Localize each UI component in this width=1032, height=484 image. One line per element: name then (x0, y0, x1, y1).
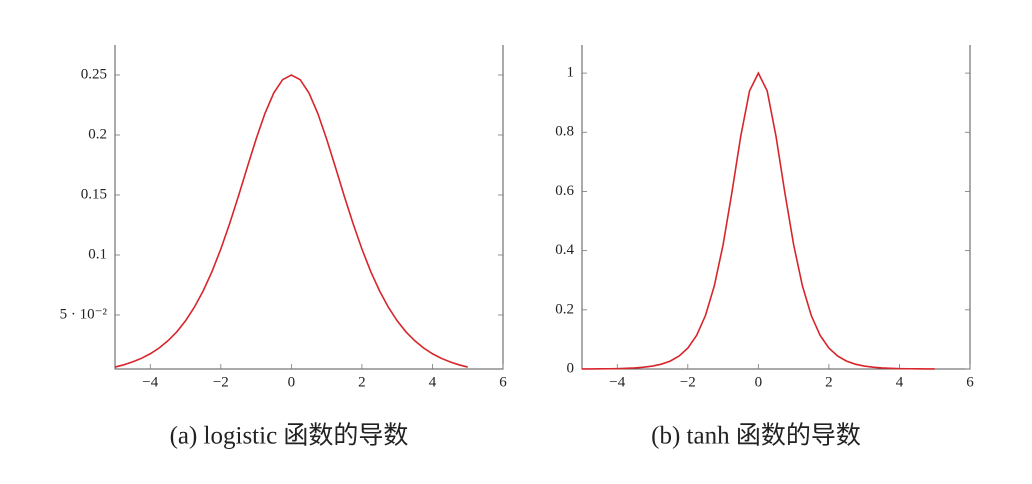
x-tick-label: 6 (499, 374, 507, 390)
x-tick-label: 0 (755, 374, 763, 390)
subplot: 0 0.2 0.4 0.6 0.8 1 −4 −2 0 2 4 6 (b) tanh 函数的导数 (555, 45, 974, 450)
y-tick-label: 0.6 (555, 183, 574, 199)
x-tick-label: 0 (288, 374, 296, 390)
y-tick-label: 0.2 (88, 126, 107, 142)
x-tick-label: 2 (358, 374, 366, 390)
y-tick-label: 0 (567, 360, 575, 376)
x-tick-label: −2 (213, 374, 229, 390)
caption: (a) logistic 函数的导数 (170, 422, 409, 450)
y-tick-label: 1 (567, 65, 575, 81)
x-tick-label: 6 (966, 374, 974, 390)
x-tick-label: 4 (429, 374, 437, 390)
caption: (b) tanh 函数的导数 (651, 422, 861, 450)
axis-frame (581, 45, 971, 370)
curve (114, 74, 468, 368)
curve (581, 71, 935, 370)
x-tick-label: −4 (609, 374, 625, 390)
y-tick-label: 0.25 (81, 66, 107, 82)
y-tick-label: 0.2 (555, 301, 574, 317)
x-tick-label: 2 (825, 374, 833, 390)
y-tick-label: 5 · 10⁻² (60, 306, 108, 322)
y-tick-label: 0.8 (555, 124, 574, 140)
x-tick-label: 4 (896, 374, 904, 390)
x-tick-label: −4 (142, 374, 158, 390)
y-tick-label: 0.15 (81, 186, 107, 202)
x-tick-label: −2 (680, 374, 696, 390)
axis-frame (114, 45, 504, 370)
y-tick-label: 0.4 (555, 242, 574, 258)
subplot: 5 · 10⁻² 0.1 0.15 0.2 0.25 −4 −2 0 2 4 6 (a) logist… (60, 45, 507, 450)
y-tick-label: 0.1 (88, 246, 107, 262)
